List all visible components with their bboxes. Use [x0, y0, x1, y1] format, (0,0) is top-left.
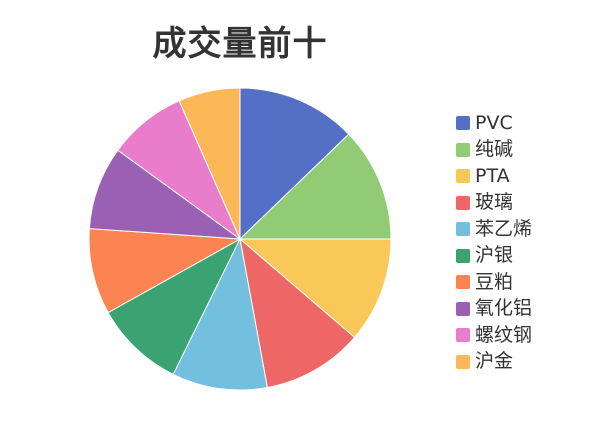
- legend-swatch: [456, 116, 470, 131]
- legend-label: 沪银: [475, 244, 514, 267]
- pie-slice-10[interactable]: [178, 87, 241, 240]
- legend-item-7[interactable]: 豆粕: [456, 269, 532, 296]
- legend-swatch: [456, 248, 470, 263]
- legend-label: 氧化铝: [475, 297, 533, 320]
- legend-label: 纯碱: [475, 138, 514, 161]
- legend-swatch: [456, 142, 470, 157]
- pie-slice-6[interactable]: [107, 237, 242, 376]
- legend-swatch: [456, 222, 470, 237]
- legend-label: 玻璃: [475, 191, 514, 214]
- legend-swatch: [456, 195, 470, 210]
- legend-label: 苯乙烯: [475, 217, 533, 240]
- legend-item-9[interactable]: 螺纹钢: [456, 322, 532, 349]
- legend-swatch: [456, 275, 470, 290]
- legend-swatch: [456, 169, 470, 184]
- legend-label: 豆粕: [475, 270, 514, 293]
- pie-slice-1[interactable]: [239, 87, 350, 241]
- legend-label: 沪金: [475, 350, 514, 373]
- legend-item-1[interactable]: PVC: [456, 110, 532, 137]
- legend-item-3[interactable]: PTA: [456, 163, 532, 190]
- pie-slice-4[interactable]: [239, 237, 356, 389]
- legend-swatch: [456, 354, 470, 369]
- legend-label: PTA: [475, 164, 510, 187]
- legend-item-10[interactable]: 沪金: [456, 349, 532, 376]
- pie-slice-3[interactable]: [238, 238, 392, 339]
- chart-legend: PVC 纯碱 PTA 玻璃苯乙烯沪银豆粕氧化铝螺纹钢沪金: [456, 110, 532, 375]
- pie-slice-5[interactable]: [172, 237, 268, 391]
- legend-item-8[interactable]: 氧化铝: [456, 296, 532, 323]
- pie-slice-8[interactable]: [88, 149, 242, 240]
- legend-swatch: [456, 301, 470, 316]
- legend-item-5[interactable]: 苯乙烯: [456, 216, 532, 243]
- legend-item-6[interactable]: 沪银: [456, 243, 532, 270]
- legend-label: 螺纹钢: [475, 323, 533, 346]
- legend-label: PVC: [475, 111, 513, 134]
- legend-swatch: [456, 328, 470, 343]
- legend-item-4[interactable]: 玻璃: [456, 190, 532, 217]
- legend-item-2[interactable]: 纯碱: [456, 137, 532, 164]
- pie-slice-2[interactable]: [238, 133, 392, 240]
- chart-title: 成交量前十: [152, 24, 328, 64]
- pie-slice-7[interactable]: [88, 228, 242, 314]
